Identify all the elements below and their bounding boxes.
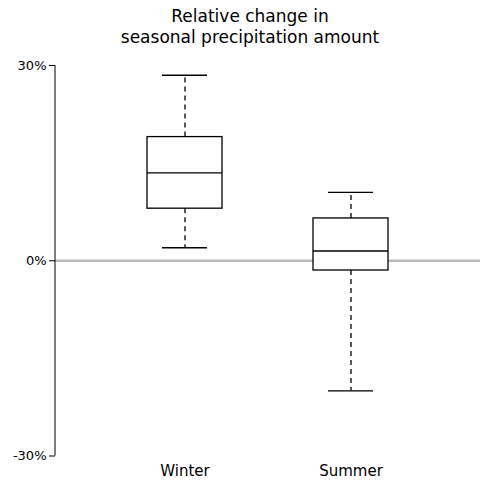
svg-text:Winter: Winter [160, 461, 210, 479]
svg-text:Summer: Summer [319, 461, 383, 479]
svg-text:0%: 0% [26, 252, 47, 267]
html-text:Relative change in seasonal pr: Relative change in seasonal precipitatio… [120, 6, 380, 48]
svg-text:-30%: -30% [13, 448, 47, 463]
svg-text:30%: 30% [18, 57, 47, 72]
